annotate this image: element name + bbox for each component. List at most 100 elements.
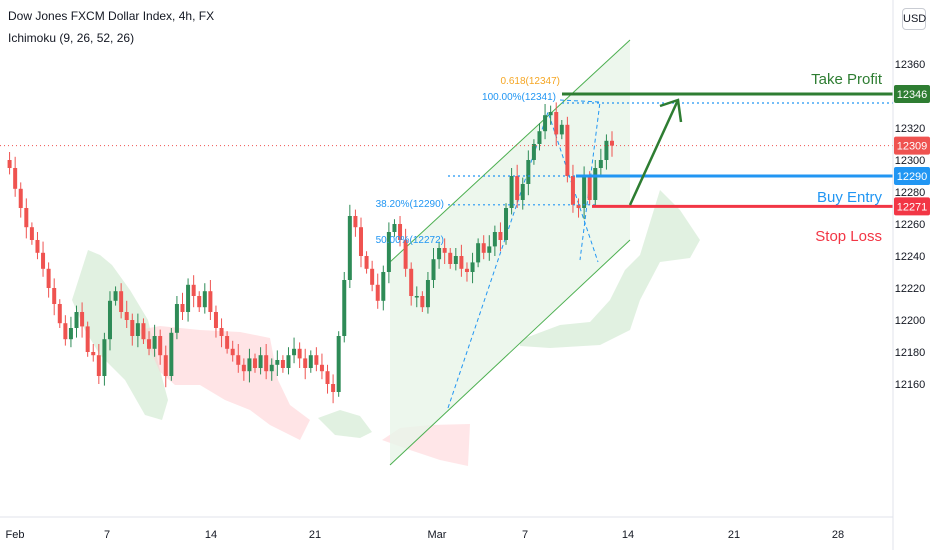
x-tick-label: 21: [728, 529, 740, 541]
candle-body: [464, 268, 469, 272]
candle-body: [213, 312, 218, 328]
price-tag: [894, 197, 930, 216]
candle-body: [163, 355, 168, 376]
candle-body: [381, 272, 386, 301]
candle-body: [610, 140, 614, 146]
candle-body: [308, 355, 313, 368]
candle-body: [398, 224, 403, 240]
candle-body: [526, 160, 531, 184]
candle-body: [7, 160, 12, 168]
candle-body: [453, 256, 458, 264]
candle-body: [531, 144, 536, 160]
cloud-green-feb: [72, 250, 168, 420]
candle-body: [35, 240, 40, 253]
candle-body: [543, 115, 548, 132]
candle-body: [587, 176, 592, 200]
candle-body: [57, 304, 62, 324]
candle-body: [604, 140, 609, 160]
candle-body: [68, 328, 73, 340]
candle-body: [593, 168, 598, 200]
candle-body: [29, 227, 34, 240]
candle-body: [403, 240, 408, 269]
candle-body: [347, 216, 352, 280]
candle-body: [191, 284, 196, 296]
candle-body: [431, 259, 436, 280]
candle-body: [180, 304, 185, 312]
x-tick-label: 7: [522, 529, 528, 541]
candle-body: [186, 284, 191, 312]
candle-body: [91, 352, 96, 356]
candle-body: [253, 358, 258, 368]
fib-level-label: 100.00%(12341): [482, 92, 556, 103]
y-tick-label: 12320: [895, 123, 926, 135]
y-tick-label: 12160: [895, 379, 926, 391]
candle-body: [225, 336, 230, 349]
y-tick-label: 12300: [895, 155, 926, 167]
candle-body: [63, 323, 68, 340]
candle-body: [409, 268, 414, 296]
candle-body: [358, 227, 363, 256]
take-profit-label: Take Profit: [811, 71, 883, 88]
y-tick-label: 12280: [895, 187, 926, 199]
candle-body: [314, 355, 319, 365]
y-tick-label: 12180: [895, 347, 926, 359]
stop-loss-label: Stop Loss: [815, 228, 882, 245]
channel-lower-line: [389, 239, 631, 466]
y-tick-label: 12360: [895, 59, 926, 71]
currency-button[interactable]: USD: [902, 8, 926, 30]
candle-body: [498, 232, 503, 240]
candle-body: [130, 320, 135, 336]
candle-body: [386, 232, 391, 272]
candle-body: [576, 204, 581, 208]
candle-body: [303, 358, 308, 368]
candle-body: [292, 348, 297, 356]
x-tick-label: 7: [104, 529, 110, 541]
x-tick-label: 28: [832, 529, 844, 541]
cloud-green-late-feb: [318, 410, 372, 438]
candle-body: [158, 336, 163, 356]
candle-body: [509, 176, 514, 208]
candle-body: [375, 284, 380, 301]
candle-body: [392, 224, 397, 232]
fib-level-label: 0.618(12347): [501, 76, 561, 87]
candle-body: [537, 131, 542, 144]
candles: [7, 102, 614, 404]
candle-body: [18, 188, 23, 208]
candle-body: [548, 112, 553, 116]
candle-body: [208, 291, 213, 312]
candle-body: [459, 256, 464, 269]
x-tick-label: Feb: [6, 529, 25, 541]
price-tag-label: 12290: [897, 171, 928, 183]
candle-body: [13, 168, 18, 189]
candle-body: [147, 339, 152, 349]
trade-levels: 0.618(12347) 100.00%(12341) 38.20%(12290) 5…: [0, 71, 893, 246]
price-tag-label: 12309: [897, 141, 928, 153]
candle-body: [414, 296, 419, 298]
fib-level-label: 38.20%(12290): [376, 199, 444, 210]
candle-body: [476, 243, 481, 263]
x-tick-label: 14: [622, 529, 634, 541]
candle-body: [582, 176, 587, 208]
candle-body: [135, 323, 140, 336]
cloud-green-mar: [520, 190, 700, 348]
y-tick-label: 12220: [895, 283, 926, 295]
candle-body: [565, 124, 570, 176]
price-tag-label: 12271: [897, 201, 928, 213]
candle-body: [219, 328, 224, 336]
x-tick-label: 14: [205, 529, 217, 541]
candle-body: [80, 312, 85, 327]
price-tag: [894, 136, 930, 155]
candle-body: [470, 262, 475, 272]
candle-body: [102, 339, 107, 376]
candle-body: [481, 243, 486, 253]
candle-body: [85, 326, 90, 352]
y-tick-label: 12200: [895, 315, 926, 327]
candle-body: [96, 355, 101, 376]
candle-body: [24, 208, 29, 228]
candle-body: [364, 256, 369, 269]
price-tag-label: 12346: [897, 89, 928, 101]
candle-body: [342, 280, 347, 336]
